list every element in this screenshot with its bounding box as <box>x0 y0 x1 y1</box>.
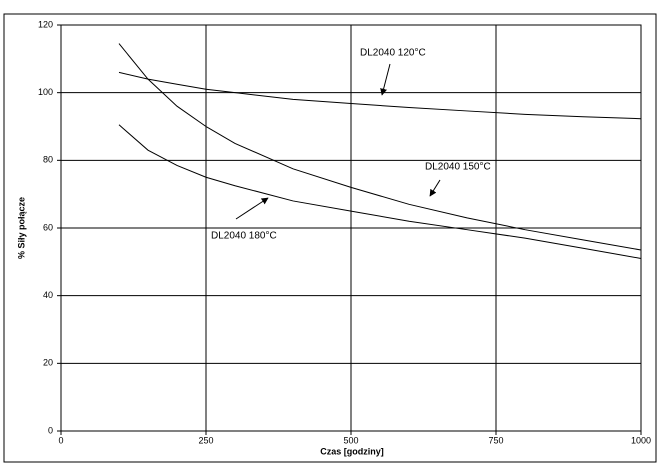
y-tick-label: 40 <box>43 290 53 300</box>
x-tick-label: 750 <box>488 435 503 445</box>
series-line <box>118 124 642 259</box>
series-annotation: DL2040 150°C <box>425 162 491 173</box>
y-tick-label: 60 <box>43 222 53 232</box>
x-tick-label: 1000 <box>631 435 651 445</box>
annotation-arrow <box>429 179 441 197</box>
y-tick-label: 100 <box>38 87 53 97</box>
series-line <box>118 71 642 120</box>
y-tick-label: 20 <box>43 358 53 368</box>
y-tick-label: 120 <box>38 19 53 29</box>
x-tick-label: 500 <box>343 435 358 445</box>
annotation-arrow <box>380 63 391 96</box>
y-tick-label: 0 <box>48 425 53 435</box>
y-axis-label: % Siły połącze <box>16 197 26 259</box>
x-axis-label: Czas [godziny] <box>320 446 384 456</box>
series-annotation: DL2040 120°C <box>360 48 426 59</box>
series-line <box>118 43 642 251</box>
annotation-arrow <box>235 197 269 220</box>
series-annotation: DL2040 180°C <box>211 231 277 242</box>
x-tick-label: 250 <box>198 435 213 445</box>
x-tick-label: 0 <box>58 435 63 445</box>
y-tick-label: 80 <box>43 155 53 165</box>
